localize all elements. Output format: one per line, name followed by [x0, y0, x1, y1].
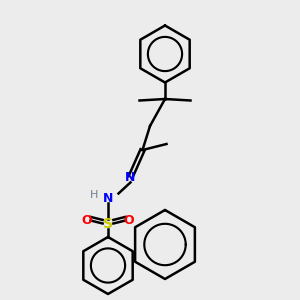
Text: S: S: [103, 217, 113, 230]
Text: O: O: [82, 214, 92, 227]
Text: N: N: [103, 191, 113, 205]
Text: H: H: [89, 190, 98, 200]
Text: N: N: [125, 170, 136, 184]
Text: O: O: [124, 214, 134, 227]
